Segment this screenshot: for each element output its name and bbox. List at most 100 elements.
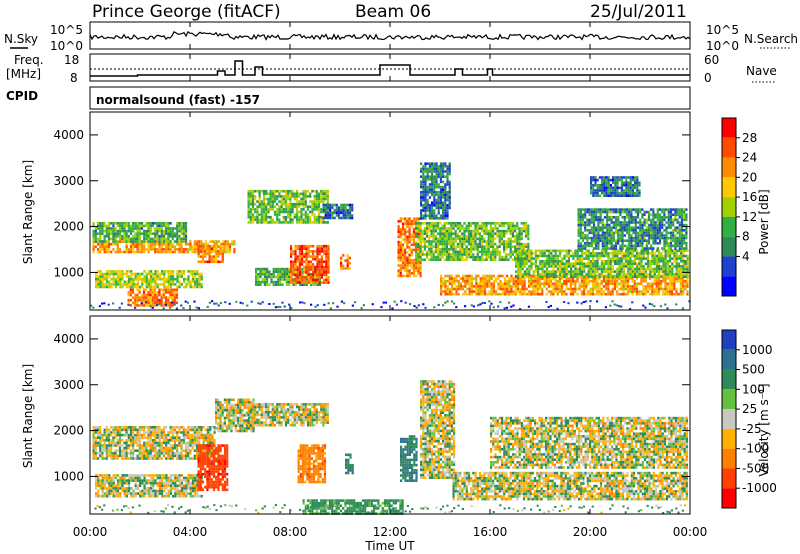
power-cell xyxy=(292,250,295,253)
power-cell xyxy=(410,243,413,246)
power-cell xyxy=(140,293,143,297)
power-cell xyxy=(451,290,454,293)
power-cell xyxy=(479,277,482,280)
power-cell xyxy=(579,210,582,214)
power-cell xyxy=(431,175,434,178)
power-cell xyxy=(606,239,609,242)
power-cell xyxy=(612,234,615,237)
power-cell xyxy=(475,282,478,286)
power-cell xyxy=(565,259,568,263)
power-cell xyxy=(165,232,168,235)
power-cell xyxy=(301,247,304,251)
power-cell xyxy=(327,250,330,253)
power-cell xyxy=(408,272,411,275)
power-cell xyxy=(669,257,672,260)
power-cell xyxy=(618,267,621,271)
power-cell xyxy=(454,224,457,228)
power-cell xyxy=(613,287,616,291)
power-cell xyxy=(404,235,407,239)
power-cell xyxy=(284,218,288,222)
power-cell xyxy=(472,229,475,233)
power-cell xyxy=(628,216,631,219)
power-cell xyxy=(158,277,161,281)
power-cell xyxy=(580,290,583,293)
power-cell xyxy=(289,221,292,224)
power-cell xyxy=(467,229,470,233)
power-cell xyxy=(523,279,526,283)
power-cell xyxy=(541,249,544,253)
power-cell xyxy=(609,259,612,263)
power-cell xyxy=(289,208,292,211)
power-cell xyxy=(103,248,106,251)
power-cell xyxy=(456,253,459,256)
power-cell xyxy=(173,227,177,230)
power-cell xyxy=(567,279,570,283)
power-cell xyxy=(651,290,654,293)
power-cell xyxy=(630,244,633,248)
power-cell xyxy=(158,227,161,230)
power-cell xyxy=(161,283,164,286)
power-cell xyxy=(545,259,548,263)
power-cell xyxy=(554,254,557,258)
power-cell xyxy=(632,226,635,229)
power-cell xyxy=(616,285,619,288)
power-cell xyxy=(521,292,524,296)
power-cell xyxy=(655,287,658,291)
power-cell xyxy=(485,222,488,225)
power-cell xyxy=(605,259,608,263)
power-cell xyxy=(322,221,325,224)
power-cell xyxy=(404,238,407,241)
power-cell xyxy=(273,195,277,198)
power-cell xyxy=(486,282,489,286)
power-cell xyxy=(182,224,185,228)
power-cell xyxy=(430,232,433,235)
power-cell xyxy=(488,285,491,288)
power-cell xyxy=(650,234,653,237)
power-cell xyxy=(633,275,636,279)
power-cell xyxy=(547,285,550,288)
power-cell xyxy=(671,270,674,273)
power-cell xyxy=(322,192,325,196)
power-cell xyxy=(127,224,130,228)
power-cell xyxy=(435,172,438,176)
power-cell xyxy=(634,231,637,235)
power-cell xyxy=(448,170,451,173)
power-cell xyxy=(412,264,416,267)
power-cell xyxy=(189,270,192,273)
power-cell xyxy=(304,202,307,206)
power-cell xyxy=(263,275,266,279)
power-cell xyxy=(534,290,537,293)
power-cell xyxy=(476,222,479,225)
power-cell xyxy=(399,259,402,262)
power-cell xyxy=(492,279,495,283)
power-cell xyxy=(327,268,330,271)
power-cell xyxy=(433,180,436,184)
power-cell xyxy=(280,200,283,203)
power-cell xyxy=(554,285,557,288)
power-cell xyxy=(470,290,473,293)
power-cell xyxy=(686,262,689,266)
power-cell xyxy=(114,227,117,230)
power-cell xyxy=(302,205,305,209)
power-cell xyxy=(483,240,486,243)
power-cell xyxy=(605,262,608,266)
power-cell xyxy=(527,237,530,241)
power-cell xyxy=(512,282,515,286)
power-cell xyxy=(164,298,168,302)
power-cell xyxy=(431,165,434,168)
power-cell xyxy=(492,282,495,286)
power-cell xyxy=(287,213,290,216)
power-cell xyxy=(314,270,317,274)
power-cell xyxy=(666,249,669,253)
power-cell xyxy=(599,210,602,214)
power-cell xyxy=(448,237,451,241)
power-cell xyxy=(639,223,642,227)
power-cell xyxy=(187,250,190,254)
power-cell xyxy=(112,277,115,281)
power-cell xyxy=(503,255,506,259)
power-cell xyxy=(256,205,259,209)
power-cell xyxy=(125,245,128,249)
power-cell xyxy=(151,296,154,299)
power-cell xyxy=(496,253,499,256)
power-cell xyxy=(112,242,115,246)
